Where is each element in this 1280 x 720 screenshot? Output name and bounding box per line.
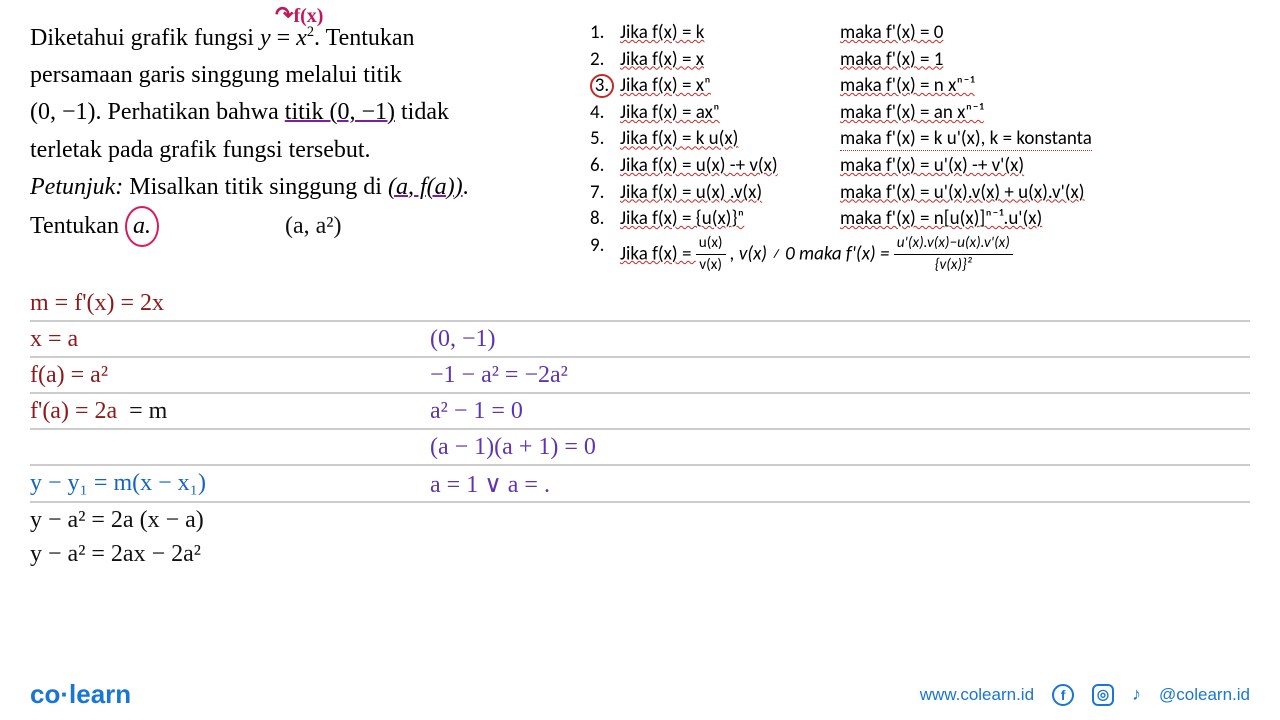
tangent-point-annotation: (a, a²) — [285, 213, 341, 239]
footer: co·learn www.colearn.id f ◎ ♪ @colearn.i… — [0, 679, 1280, 710]
problem-text: Diketahui grafik fungsi y = x2. Tentukan… — [30, 20, 590, 276]
tiktok-icon: ♪ — [1132, 684, 1141, 705]
footer-handle: @colearn.id — [1159, 685, 1250, 705]
derivative-rules: 1.Jika f(x) = kmaka f'(x) = 0 2.Jika f(x… — [590, 20, 1250, 276]
facebook-icon: f — [1052, 684, 1074, 706]
instagram-icon: ◎ — [1092, 684, 1114, 706]
colearn-logo: co·learn — [30, 679, 131, 710]
fx-annotation: ↷f(x) — [275, 2, 323, 28]
handwritten-work: m = f'(x) = 2x x = a(0, −1) f(a) = a²−1 … — [0, 286, 1280, 570]
main-content: Diketahui grafik fungsi y = x2. Tentukan… — [0, 0, 1280, 286]
rule-3-highlight: 3. — [590, 74, 614, 98]
footer-url: www.colearn.id — [920, 685, 1034, 705]
